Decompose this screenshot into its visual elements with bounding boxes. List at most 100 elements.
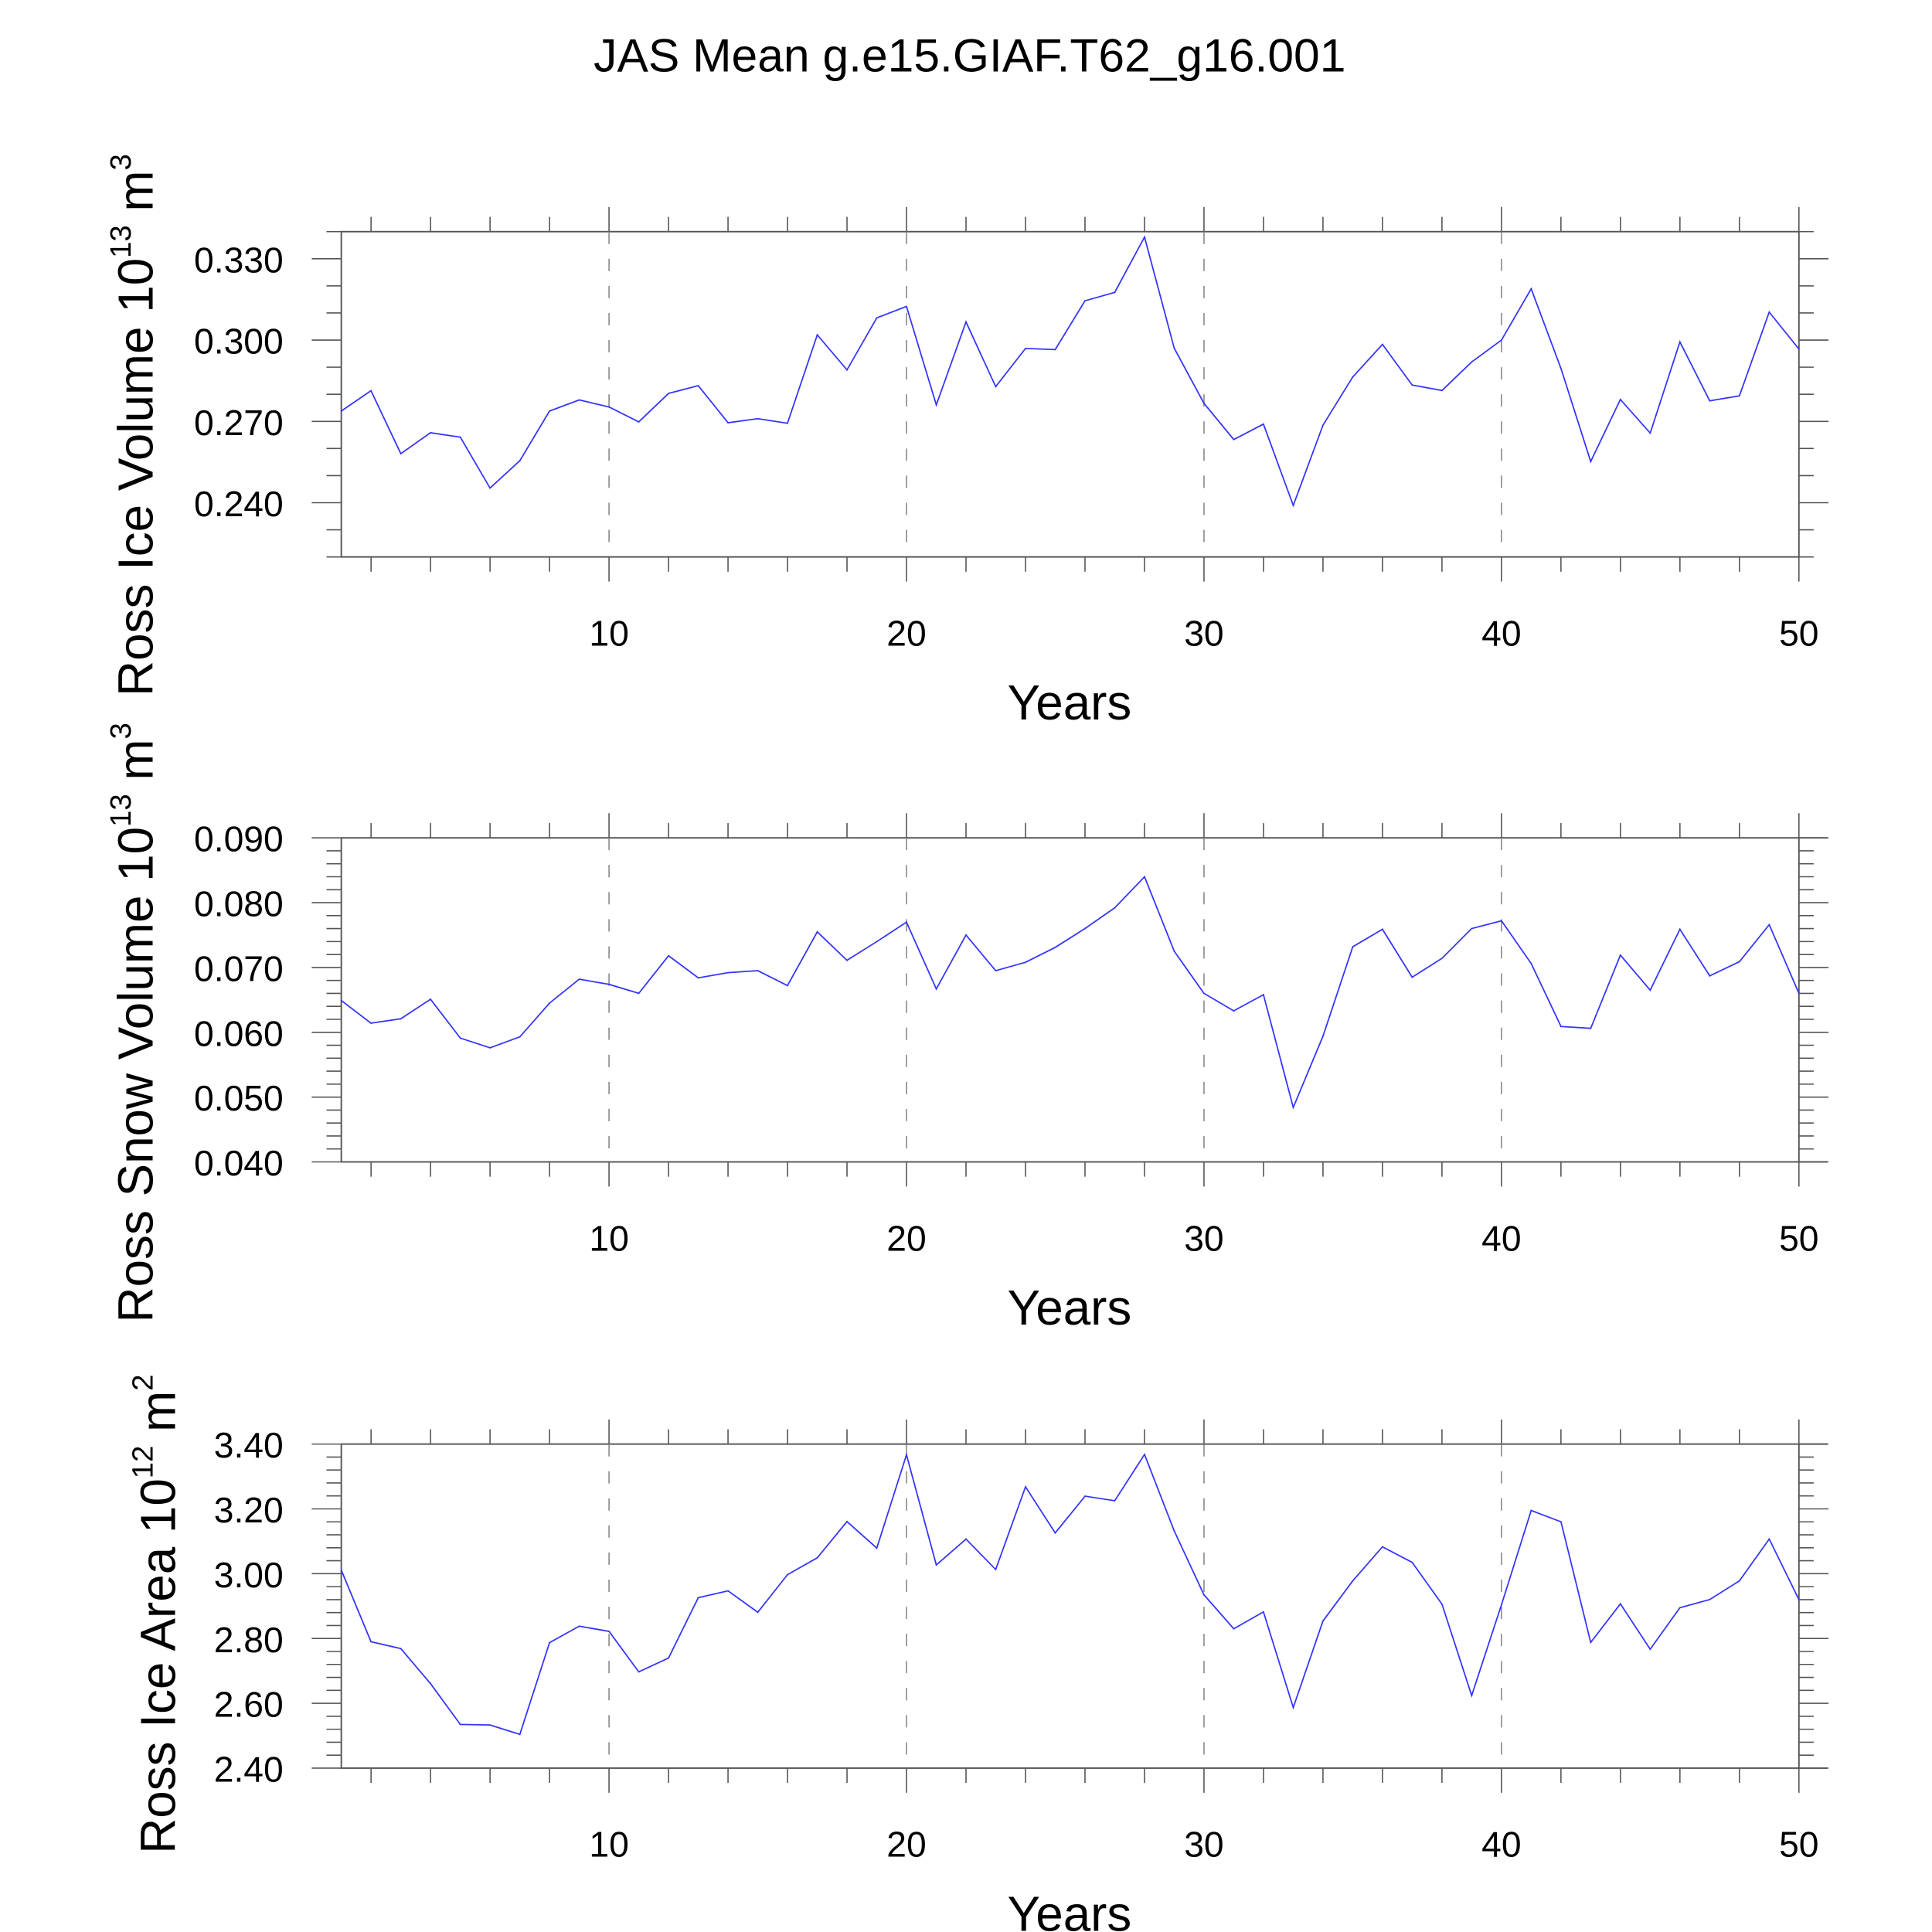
data-point (608, 983, 611, 985)
data-point (638, 992, 640, 995)
data-point (727, 1590, 730, 1592)
data-point (1381, 343, 1383, 345)
x-tick-label: 20 (886, 613, 926, 653)
data-point (1500, 339, 1502, 342)
x-tick-label: 40 (1481, 1218, 1521, 1258)
data-point (697, 1597, 699, 1599)
data-point (727, 422, 730, 423)
y-tick-label: 0.050 (194, 1078, 284, 1118)
data-point (400, 1018, 402, 1020)
data-point (1025, 961, 1026, 964)
data-point (1321, 424, 1324, 427)
data-point (1262, 994, 1264, 996)
data-point (1530, 962, 1532, 964)
x-tick-label: 10 (589, 1218, 628, 1258)
data-point (1233, 1010, 1235, 1012)
data-point (1500, 920, 1502, 922)
data-point (965, 1538, 967, 1540)
y-tick-label: 3.40 (214, 1425, 284, 1465)
y-axis-label-text: Ross Snow Volume 10 (108, 827, 164, 1323)
data-point (370, 389, 372, 392)
y-axis-label-unit: m (108, 170, 164, 225)
data-point (965, 321, 967, 323)
data-point (1590, 461, 1592, 463)
data-point (1144, 876, 1145, 878)
data-point (519, 1733, 521, 1736)
data-point (1798, 348, 1800, 350)
data-point (1560, 1521, 1562, 1523)
data-point (1411, 976, 1413, 978)
y-tick-label: 0.240 (194, 484, 284, 524)
data-point (1649, 1648, 1651, 1651)
x-axis-label: Years (1008, 1886, 1132, 1932)
data-point (1798, 992, 1800, 995)
data-point (668, 393, 670, 395)
data-point (757, 1611, 759, 1614)
y-tick-label: 3.20 (214, 1490, 284, 1530)
data-point (1292, 1107, 1294, 1109)
y-tick-label: 0.330 (194, 240, 284, 280)
series-line (341, 235, 1800, 508)
data-point (1471, 361, 1473, 363)
data-point (1619, 954, 1621, 956)
data-point (1530, 287, 1532, 290)
data-point (816, 334, 818, 336)
data-point (340, 410, 342, 412)
data-point (459, 1037, 461, 1039)
data-point (1619, 398, 1621, 400)
data-point (549, 410, 551, 412)
data-point (876, 940, 878, 943)
data-point (638, 1671, 640, 1673)
data-point (935, 403, 937, 406)
data-point (1471, 927, 1473, 930)
data-point (578, 1625, 580, 1628)
y-tick-label: 2.60 (214, 1685, 284, 1725)
data-point (608, 406, 611, 408)
data-point (1173, 950, 1175, 952)
data-point (1560, 367, 1562, 369)
data-point (906, 305, 907, 308)
data-point (1352, 376, 1354, 378)
y-axis-label-exponent: 13 (104, 794, 138, 827)
series-line (341, 875, 1800, 1110)
x-tick-label: 10 (589, 1825, 628, 1865)
data-point (757, 417, 759, 420)
data-point (1560, 1026, 1562, 1028)
y-axis-label: Ross Ice Area 1012 m2 (127, 1375, 186, 1854)
data-point (1114, 1500, 1116, 1502)
y-axis-label-text: Ross Ice Volume 10 (108, 258, 164, 696)
y-tick-label: 0.270 (194, 403, 284, 443)
panel-1: 10 20 30 40 50 0.240 0.270 0.300 0.330 Years Ross … (104, 154, 1829, 730)
data-point (549, 1641, 551, 1644)
data-point (1054, 1532, 1056, 1534)
data-point (1262, 1611, 1264, 1613)
data-point (816, 930, 818, 933)
x-tick-label: 30 (1184, 1825, 1223, 1865)
data-point (668, 954, 670, 957)
data-point (370, 1641, 372, 1643)
data-point (1738, 395, 1740, 397)
chart-title: JAS Mean g.e15.GIAF.T62_g16.001 (594, 29, 1345, 81)
data-point (459, 1723, 461, 1726)
data-point (1262, 423, 1264, 425)
y-axis-label-exponent: 13 (104, 225, 138, 258)
x-tick-label: 50 (1779, 1218, 1818, 1258)
data-point (906, 921, 907, 923)
data-point (787, 422, 788, 424)
data-point (1679, 341, 1681, 343)
y-tick-label: 0.060 (194, 1013, 284, 1053)
y-tick-label: 0.090 (194, 819, 284, 859)
data-point (1530, 1509, 1532, 1512)
data-point (430, 998, 432, 1000)
y-axis-label: Ross Snow Volume 1013 m3 (104, 723, 164, 1322)
data-point (1292, 505, 1294, 506)
data-point (787, 1573, 788, 1576)
data-point (1440, 1603, 1443, 1605)
data-point (1233, 438, 1235, 440)
y-tick-label: 0.070 (194, 948, 284, 988)
data-point (1440, 957, 1443, 960)
y-axis-label-unit-exponent: 3 (104, 154, 138, 170)
x-tick-label: 30 (1184, 613, 1223, 653)
